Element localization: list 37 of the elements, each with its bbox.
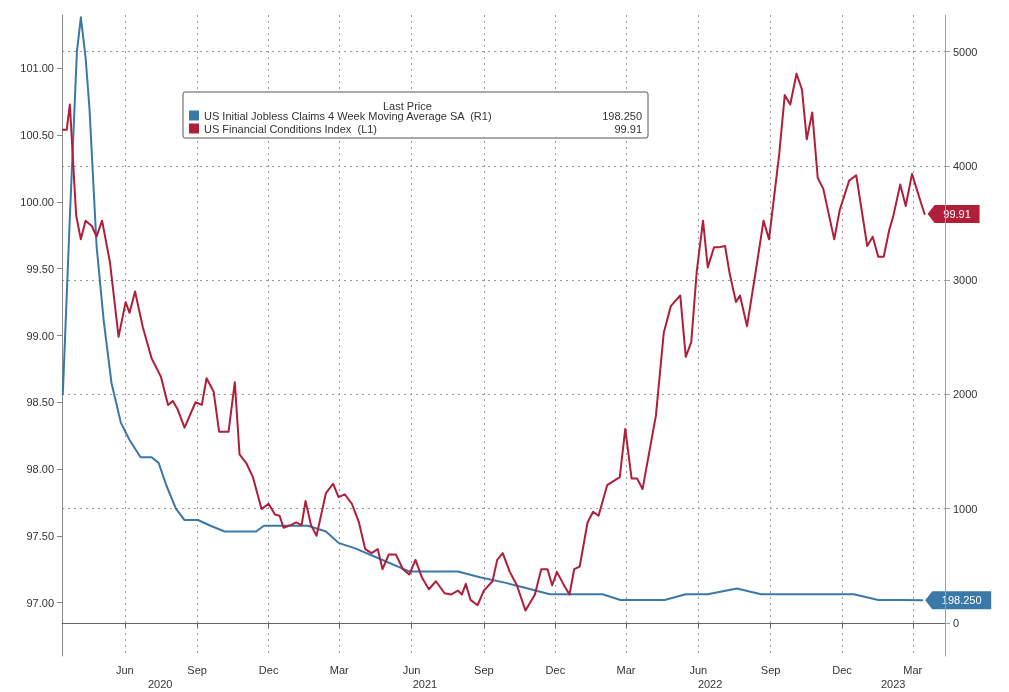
x-tick-label: Sep	[474, 663, 494, 676]
x-tick-label: Dec	[258, 663, 279, 676]
y2-tick-label: 5000	[953, 45, 978, 58]
y-tick-label: 98.50	[26, 396, 54, 409]
legend-label: US Initial Jobless Claims 4 Week Moving Average SA (R1)	[204, 109, 492, 122]
y-tick-label: 97.50	[26, 529, 54, 542]
y-tick-label: 101.00	[20, 62, 54, 75]
text: 198.250	[602, 109, 642, 122]
x2-tick-label: 2020	[147, 677, 173, 690]
x2-tick-label: 2022	[697, 677, 723, 690]
x-tick-label: Mar	[903, 663, 923, 676]
x-tick-label: Mar	[329, 663, 350, 676]
y2-tick-label: 2000	[953, 388, 978, 401]
x2-tick-label: 2023	[880, 677, 906, 690]
legend-label: US Financial Conditions Index (L1)	[204, 122, 378, 135]
y-tick-label: 98.00	[26, 463, 54, 476]
y-tick-label: 99.50	[26, 262, 54, 275]
x-tick-label: Mar	[616, 663, 636, 676]
x-tick-label: Jun	[689, 663, 708, 676]
x-tick-label: Jun	[115, 663, 134, 676]
y2-tick-label: 4000	[953, 159, 978, 172]
x-tick-label: Jun	[402, 663, 421, 676]
y-tick-label: 100.50	[20, 129, 54, 142]
text: 99.91	[614, 122, 642, 135]
x-tick-label: Sep	[187, 663, 207, 676]
data-label: 198.250	[941, 594, 982, 607]
x2-tick-label: 2021	[412, 677, 438, 690]
x-tick-label: Sep	[760, 663, 781, 676]
y2-tick-label: 1000	[953, 502, 978, 515]
x-tick-label: Dec	[545, 663, 566, 676]
legend-title: Last Price	[383, 99, 432, 112]
x-tick-label: Dec	[832, 663, 853, 676]
y-tick-label: 100.00	[20, 195, 54, 208]
y2-tick-label: 0	[953, 616, 960, 629]
y-tick-label: 97.00	[26, 596, 54, 609]
y-tick-label: 99.00	[26, 329, 54, 342]
y2-tick-label: 3000	[953, 274, 978, 287]
